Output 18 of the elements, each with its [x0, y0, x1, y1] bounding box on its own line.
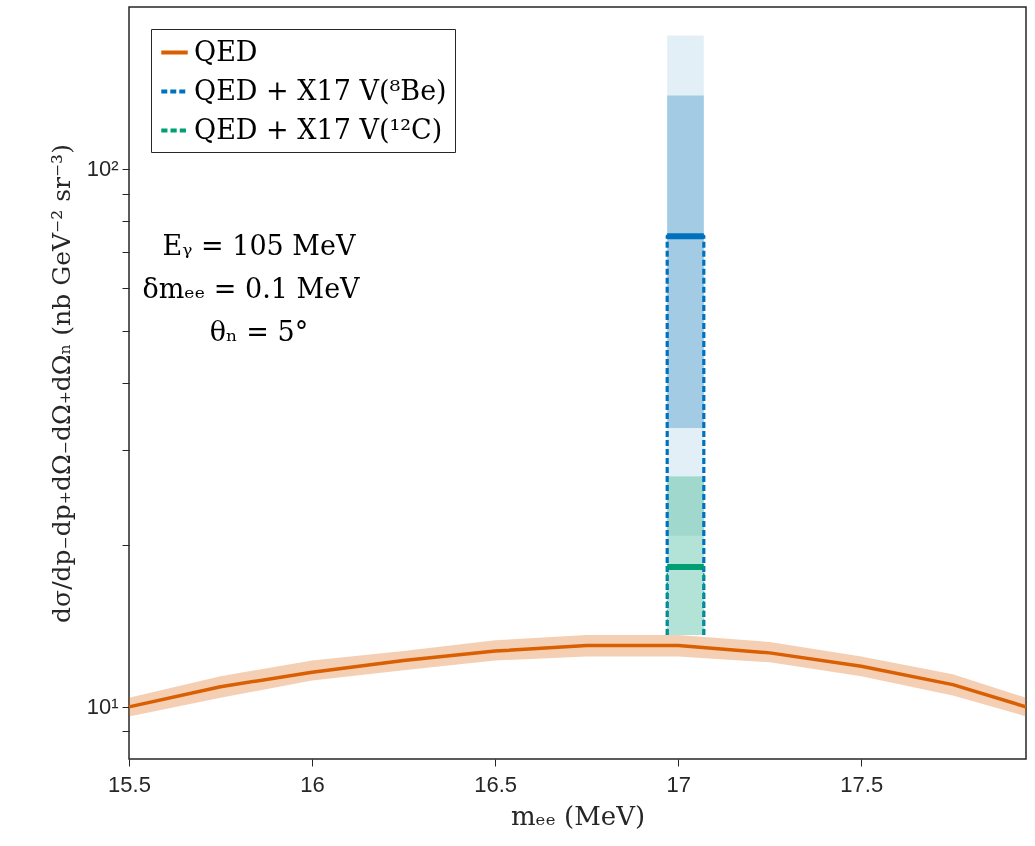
- legend-label: QED + X17 V(⁸Be): [194, 74, 447, 106]
- x-tick-label: 17.5: [840, 771, 884, 797]
- line-series: [127, 643, 1028, 709]
- annotation: δmₑₑ = 0.1 MeV: [142, 273, 361, 304]
- x-tick-label: 17: [666, 771, 691, 797]
- x-tick-label: 16.5: [474, 771, 518, 797]
- legend-label: QED + X17 V(¹²C): [194, 113, 443, 145]
- y-axis-title: dσ/dp₋dp₊dΩ₋dΩ₊dΩₙ (nb GeV⁻² sr⁻³): [46, 144, 76, 623]
- annotation: θₙ = 5°: [209, 316, 309, 347]
- y-tick-label: 10¹: [86, 694, 119, 720]
- x-tick-label: 16: [300, 771, 325, 797]
- bar: [667, 476, 704, 536]
- x-axis-title: mₑₑ (MeV): [510, 800, 646, 831]
- x-tick-label: 15.5: [108, 771, 151, 797]
- legend-label: QED: [194, 35, 258, 67]
- annotation: Eᵧ = 105 MeV: [162, 230, 356, 261]
- y-tick-label: 10²: [86, 156, 119, 182]
- bar: [667, 95, 704, 428]
